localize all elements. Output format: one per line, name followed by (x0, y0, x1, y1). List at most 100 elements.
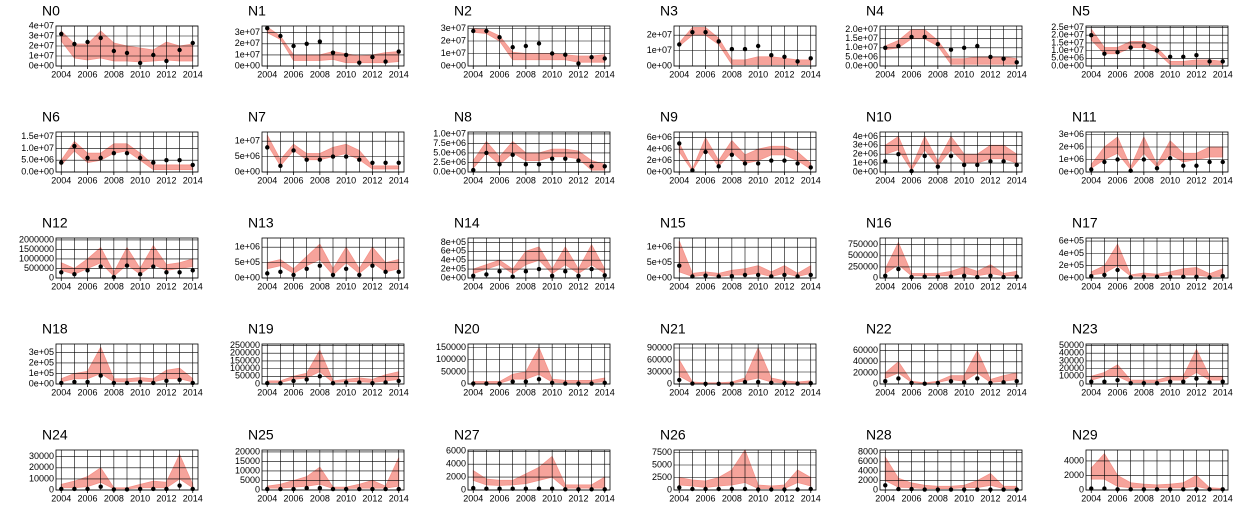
y-tick-label: 4e+06 (647, 144, 672, 154)
data-point (883, 379, 888, 384)
x-tick-label: 2012 (362, 387, 382, 397)
y-tick-label: 20000 (235, 446, 260, 456)
data-point (330, 381, 336, 386)
data-point (1141, 274, 1147, 279)
data-point (795, 161, 800, 166)
y-tick-label: 100000 (230, 363, 260, 373)
data-point (563, 52, 568, 57)
x-tick-label: 2004 (51, 175, 71, 185)
panel: N11 0e+00 1e+06 2e+06 3e+06 2004 2006 2008 2010 2… (1059, 109, 1233, 186)
data-point (769, 487, 774, 492)
data-point (935, 380, 941, 386)
x-tick-label: 2010 (748, 175, 768, 185)
data-point (1014, 162, 1019, 168)
y-tick-label: 1e+06 (853, 157, 878, 167)
y-tick-label: 100000 (436, 354, 466, 364)
data-point (703, 149, 708, 155)
data-point (278, 486, 283, 492)
x-tick-label: 2008 (928, 493, 948, 503)
x-tick-label: 2008 (104, 387, 124, 397)
x-tick-label: 2010 (1160, 175, 1180, 185)
data-point (922, 153, 927, 159)
data-point (703, 29, 708, 35)
data-point (278, 381, 283, 386)
x-tick-label: 2012 (774, 175, 794, 185)
data-point (716, 486, 721, 492)
x-tick-label: 2014 (1213, 493, 1233, 503)
y-tick-label: 1e+06 (1059, 154, 1084, 164)
data-point (1014, 274, 1019, 279)
x-tick-label: 2006 (490, 493, 510, 503)
x-tick-label: 2012 (362, 175, 382, 185)
data-point (151, 486, 156, 492)
data-point (742, 161, 748, 166)
y-tick-label: 5e+05 (235, 257, 260, 267)
data-point (510, 486, 515, 491)
panel-title: N14 (454, 215, 480, 231)
y-tick-label: 6000 (858, 456, 878, 466)
data-point (343, 154, 349, 159)
data-point (948, 379, 954, 384)
x-tick-label: 2012 (1186, 281, 1206, 291)
x-tick-label: 2014 (183, 175, 203, 185)
y-tick-label: 2e+06 (647, 155, 672, 165)
data-point (883, 159, 888, 164)
data-point (975, 376, 980, 381)
data-point (370, 381, 375, 386)
data-point (536, 266, 542, 272)
data-point (497, 162, 502, 167)
y-tick-label: 50000 (235, 371, 260, 381)
data-point (177, 377, 182, 382)
x-tick-label: 2006 (78, 69, 98, 79)
x-tick-label: 2004 (257, 69, 277, 79)
data-point (883, 273, 888, 278)
data-point (85, 39, 90, 45)
panel-title: N29 (1072, 427, 1098, 443)
x-tick-label: 2012 (980, 69, 1000, 79)
x-tick-label: 2014 (801, 175, 821, 185)
data-point (72, 271, 77, 277)
x-tick-label: 2008 (104, 175, 124, 185)
x-tick-label: 2008 (516, 493, 536, 503)
data-point (1207, 59, 1212, 64)
data-point (357, 272, 362, 278)
panel: N20 0 50000 100000 150000 2004 2006 2008 2010 201… (436, 321, 615, 398)
data-point (795, 274, 800, 279)
data-point (484, 272, 489, 277)
data-point (602, 380, 607, 385)
data-point (1167, 487, 1173, 492)
data-point (164, 270, 169, 275)
x-tick-label: 2004 (463, 69, 483, 79)
panel: N17 0e+00 2e+05 4e+05 6e+05 2004 2006 2008 2010 2… (1059, 215, 1233, 292)
x-tick-label: 2014 (1007, 493, 1027, 503)
y-tick-label: 250000 (230, 340, 260, 350)
x-tick-label: 2008 (516, 175, 536, 185)
x-tick-label: 2006 (696, 175, 716, 185)
x-tick-label: 2004 (669, 281, 689, 291)
data-point (330, 154, 336, 159)
panel-title: N6 (42, 109, 60, 125)
plot-frame (879, 25, 1023, 67)
x-tick-label: 2006 (1108, 387, 1128, 397)
data-point (357, 486, 362, 492)
data-point (98, 373, 103, 378)
panel: N5 0.0e+005.0e+061.0e+071.5e+072.0e+072.5… (1051, 3, 1233, 80)
data-point (961, 273, 967, 278)
data-point (523, 269, 529, 274)
data-point (896, 152, 901, 157)
data-point (510, 152, 515, 158)
data-point (1167, 54, 1173, 59)
data-point (317, 263, 323, 268)
plot-frame (879, 343, 1023, 385)
x-tick-label: 2004 (875, 493, 895, 503)
data-point (111, 274, 117, 280)
plot-frame (261, 25, 405, 67)
y-tick-label: 1.0e+07 (21, 143, 54, 153)
panel-title: N28 (866, 427, 892, 443)
data-point (782, 272, 787, 278)
data-point (589, 266, 594, 272)
